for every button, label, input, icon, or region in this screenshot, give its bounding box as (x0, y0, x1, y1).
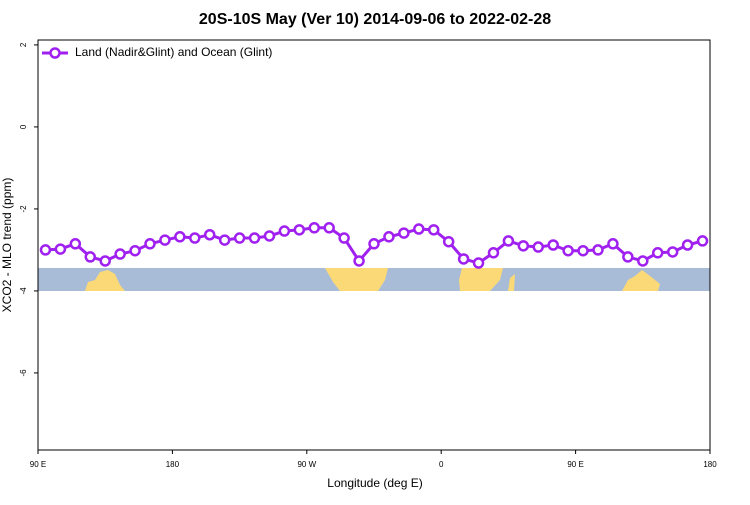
data-point (383, 231, 395, 243)
x-tick-label: 0 (439, 460, 444, 469)
data-point (159, 234, 171, 246)
data-point (263, 230, 276, 242)
data-point (696, 235, 709, 247)
map-strip (38, 268, 710, 291)
x-axis-label: Longitude (deg E) (327, 476, 422, 490)
x-tick-label: 90 E (30, 460, 46, 469)
data-point (353, 255, 365, 267)
x-tick-label: 90 E (567, 460, 583, 469)
data-point (84, 251, 97, 263)
data-point (607, 238, 619, 250)
data-point (681, 239, 694, 251)
y-tick-label: -6 (19, 369, 28, 377)
data-point (457, 253, 470, 265)
data-point (413, 223, 425, 235)
data-point (203, 229, 216, 241)
data-point (622, 251, 634, 263)
data-point (338, 232, 350, 244)
data-point (174, 231, 186, 243)
data-point (99, 255, 111, 267)
y-tick-label: -4 (19, 287, 28, 295)
data-point (502, 235, 515, 247)
y-tick-label: 2 (19, 42, 28, 47)
data-point (487, 247, 500, 259)
data-point (651, 247, 664, 259)
data-point (144, 238, 156, 250)
data-point (472, 257, 485, 269)
data-point (308, 222, 321, 234)
y-axis-label: XCO2 - MLO trend (ppm) (0, 178, 14, 313)
data-point (129, 244, 141, 257)
data-point (398, 227, 410, 239)
data-point (666, 246, 679, 258)
data-point (532, 241, 545, 253)
data-point (637, 255, 649, 267)
data-point (562, 244, 574, 257)
data-point (368, 238, 380, 250)
data-point (189, 232, 201, 244)
data-point (69, 238, 82, 250)
data-point (517, 240, 530, 252)
y-tick-label: -2 (19, 205, 28, 213)
data-point (39, 244, 52, 256)
x-tick-label: 180 (166, 460, 180, 469)
data-point (592, 244, 604, 256)
y-tick-label: 0 (19, 124, 28, 129)
data-point (233, 232, 246, 244)
data-point (323, 222, 335, 234)
data-point (248, 232, 261, 244)
chart-title: 20S-10S May (Ver 10) 2014-09-06 to 2022-… (199, 11, 551, 28)
data-point (114, 248, 126, 260)
x-tick-label: 90 W (297, 460, 316, 469)
data-point (54, 243, 67, 255)
data-point (577, 244, 589, 257)
legend: Land (Nadir&Glint) and Ocean (Glint) (42, 45, 272, 59)
data-point (278, 225, 291, 237)
data-point (218, 234, 231, 246)
x-tick-label: 180 (703, 460, 717, 469)
data-point (293, 224, 306, 236)
data-point (442, 235, 455, 248)
legend-label: Land (Nadir&Glint) and Ocean (Glint) (75, 45, 272, 59)
data-point (547, 239, 559, 251)
plot-frame (37, 39, 711, 451)
data-point (427, 224, 440, 236)
